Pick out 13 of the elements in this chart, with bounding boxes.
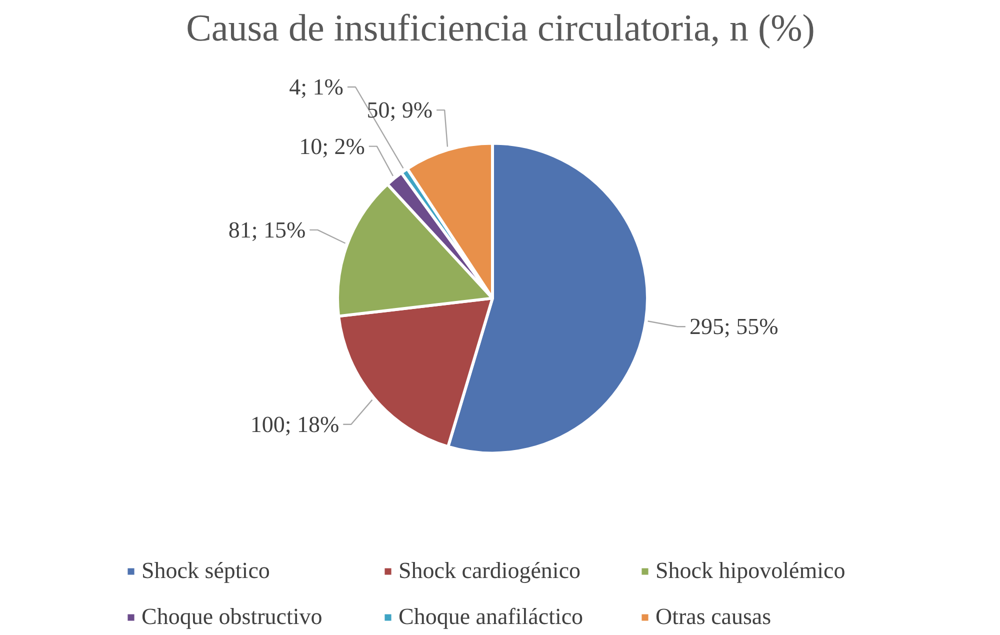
legend-label: Otras causas bbox=[656, 604, 772, 630]
data-label: 4; 1% bbox=[289, 74, 344, 100]
legend-label: Choque obstructivo bbox=[142, 604, 324, 630]
chart-title: Causa de insuficiencia circulatoria, n (%) bbox=[186, 8, 815, 50]
data-label: 10; 2% bbox=[299, 134, 365, 159]
legend-label: Shock séptico bbox=[142, 558, 271, 584]
data-label: 295; 55% bbox=[689, 314, 778, 340]
legend-label: Choque anafiláctico bbox=[398, 604, 584, 630]
data-label: 81; 15% bbox=[228, 217, 306, 242]
data-label: 50; 9% bbox=[366, 98, 433, 123]
legend-label: Shock cardiogénico bbox=[398, 558, 582, 584]
data-label: 100; 18% bbox=[250, 412, 340, 437]
legend-label: Shock hipovolémico bbox=[656, 558, 846, 584]
